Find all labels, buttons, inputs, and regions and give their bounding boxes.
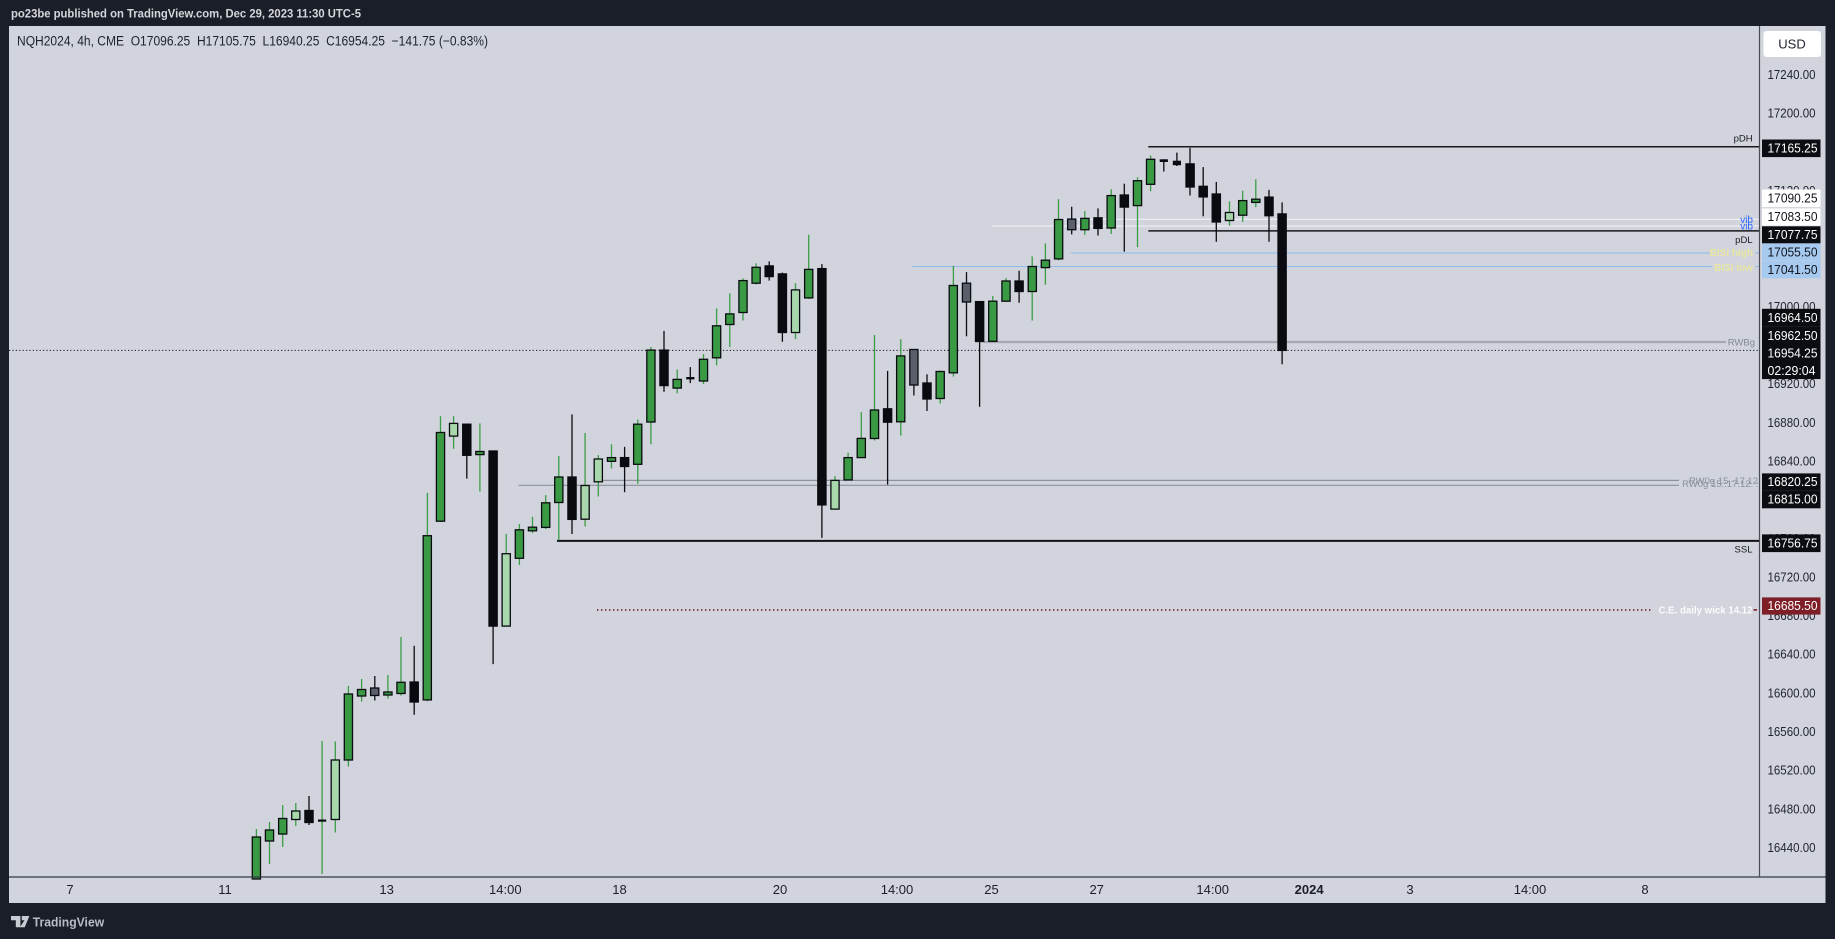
svg-text:18: 18 xyxy=(612,882,626,897)
svg-text:16962.50: 16962.50 xyxy=(1768,328,1818,343)
svg-text:14:00: 14:00 xyxy=(1514,882,1547,897)
svg-text:17041.50: 17041.50 xyxy=(1768,262,1818,277)
svg-text:16880.00: 16880.00 xyxy=(1768,415,1816,430)
svg-text:20: 20 xyxy=(773,882,787,897)
svg-text:3: 3 xyxy=(1406,882,1413,897)
svg-text:RW0g 15.:17.12. :: RW0g 15.:17.12. : xyxy=(1682,479,1758,490)
svg-text:16685.50: 16685.50 xyxy=(1768,598,1818,613)
svg-text:USD: USD xyxy=(1778,37,1805,52)
svg-text:14:00: 14:00 xyxy=(881,882,914,897)
svg-text:16840.00: 16840.00 xyxy=(1768,454,1816,469)
svg-text:16954.25: 16954.25 xyxy=(1768,346,1818,361)
svg-text:27: 27 xyxy=(1089,882,1103,897)
svg-text:17083.50: 17083.50 xyxy=(1768,209,1818,224)
svg-text:vib: vib xyxy=(1740,222,1753,233)
svg-text:vib: vib xyxy=(1740,215,1753,226)
svg-text:16964.50: 16964.50 xyxy=(1768,310,1818,325)
svg-text:17077.75: 17077.75 xyxy=(1768,227,1818,242)
svg-text:14:00: 14:00 xyxy=(489,882,522,897)
svg-text:16820.25: 16820.25 xyxy=(1768,474,1818,489)
svg-text:16520.00: 16520.00 xyxy=(1768,763,1816,778)
svg-text:02:29:04: 02:29:04 xyxy=(1768,363,1816,378)
svg-text:17055.50: 17055.50 xyxy=(1768,244,1818,259)
svg-text:BISI high: BISI high xyxy=(1710,248,1753,259)
svg-text:7: 7 xyxy=(66,882,73,897)
svg-text:17240.00: 17240.00 xyxy=(1768,67,1816,82)
svg-text:11: 11 xyxy=(218,882,232,897)
svg-text:13: 13 xyxy=(379,882,393,897)
svg-text:16600.00: 16600.00 xyxy=(1768,685,1816,700)
svg-text:16560.00: 16560.00 xyxy=(1768,724,1816,739)
svg-text:16440.00: 16440.00 xyxy=(1768,840,1816,855)
svg-text:17090.25: 17090.25 xyxy=(1768,191,1818,206)
svg-text:14:00: 14:00 xyxy=(1196,882,1229,897)
svg-text:16640.00: 16640.00 xyxy=(1768,647,1816,662)
svg-text:17200.00: 17200.00 xyxy=(1768,106,1816,121)
svg-text:BISI low: BISI low xyxy=(1714,263,1753,274)
svg-text:25: 25 xyxy=(984,882,998,897)
svg-text:8: 8 xyxy=(1641,882,1648,897)
svg-text:po23be published on TradingVie: po23be published on TradingView.com, Dec… xyxy=(11,9,362,21)
svg-text:16920.00: 16920.00 xyxy=(1768,376,1816,391)
svg-text:16815.00: 16815.00 xyxy=(1768,492,1818,507)
svg-text:2024: 2024 xyxy=(1295,882,1325,897)
svg-text:TradingView: TradingView xyxy=(33,915,105,930)
svg-text:RWBg: RWBg xyxy=(1728,338,1755,349)
svg-text:RW0g 15.-17.12: RW0g 15.-17.12 xyxy=(1689,476,1758,487)
svg-text:C.E. daily wick 14.12: C.E. daily wick 14.12 xyxy=(1659,605,1753,616)
svg-text:16756.75: 16756.75 xyxy=(1768,536,1818,551)
svg-text:16480.00: 16480.00 xyxy=(1768,801,1816,816)
svg-text:pDL: pDL xyxy=(1735,235,1752,246)
svg-text:17165.25: 17165.25 xyxy=(1768,141,1818,156)
svg-text:NQH2024, 4h, CME O17096.25 H: NQH2024, 4h, CME O17096.25 H17105.75 L16… xyxy=(17,34,488,49)
svg-text:SSL: SSL xyxy=(1735,544,1753,555)
svg-text:pDH: pDH xyxy=(1734,134,1753,145)
svg-text:16720.00: 16720.00 xyxy=(1768,569,1816,584)
